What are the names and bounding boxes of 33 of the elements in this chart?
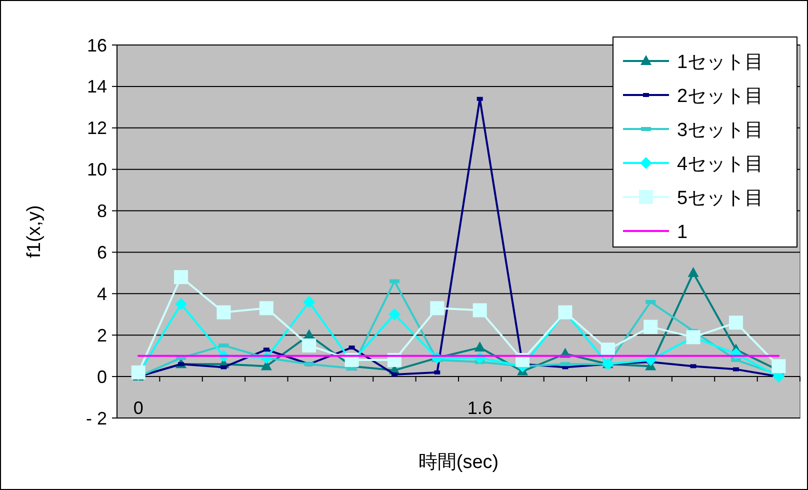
legend-label: 2セット目 [677, 86, 764, 107]
point [302, 338, 316, 352]
y-tick-label: 16 [86, 35, 107, 56]
point [175, 298, 188, 310]
x-axis-title: 時間(sec) [418, 452, 499, 473]
point [303, 296, 316, 308]
y-tick-label: 10 [86, 160, 107, 180]
point [688, 266, 699, 277]
point [259, 301, 274, 316]
point [474, 342, 486, 352]
y-tick-label: 8 [96, 201, 107, 222]
x-tick-label: 1.6 [467, 398, 492, 418]
y-tick-label: 6 [96, 242, 107, 263]
y-axis-title: f1(x,y) [24, 205, 45, 258]
point [174, 270, 188, 284]
point [644, 320, 658, 334]
point [430, 301, 444, 316]
legend-label: 5セット目 [677, 188, 764, 209]
y-tick-label: 0 [96, 366, 107, 387]
y-tick-label: 12 [86, 118, 107, 138]
legend-label: 1 [677, 222, 688, 243]
point [216, 305, 231, 320]
y-tick-label: 14 [86, 76, 107, 97]
y-tick-label: - 2 [86, 408, 107, 428]
point [728, 316, 743, 330]
legend-label: 4セット目 [677, 154, 764, 175]
y-tick-label: 2 [96, 325, 107, 346]
point [772, 359, 786, 374]
y-tick-label: 4 [96, 284, 107, 304]
point [388, 308, 400, 320]
point [472, 303, 487, 318]
legend-label: 1セット目 [677, 52, 764, 73]
legend-label: 3セット目 [677, 120, 764, 141]
